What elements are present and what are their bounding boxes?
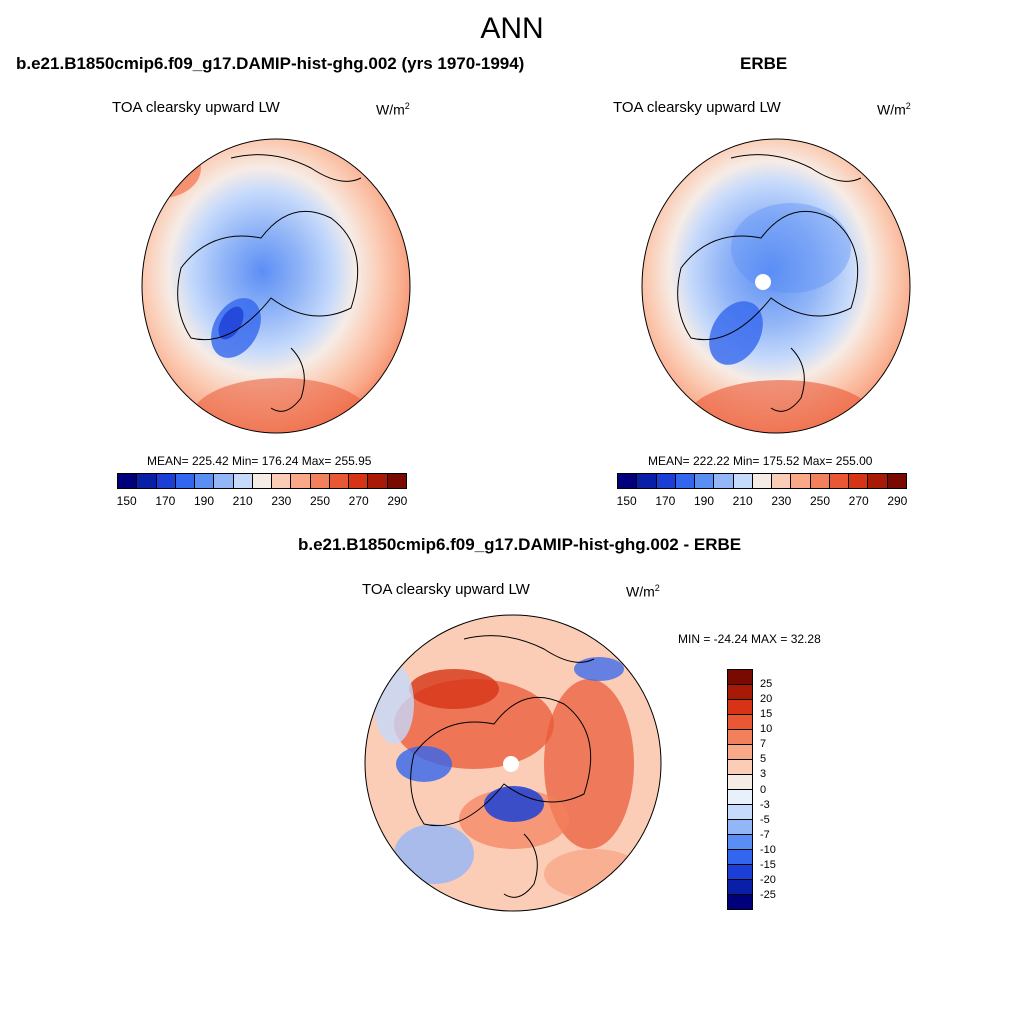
colorbar-tick-label: 0: [760, 783, 767, 796]
colorbar-cell: [728, 820, 752, 835]
colorbar-cell: [714, 474, 734, 488]
colorbar-cell: [291, 474, 311, 488]
colorbar-cell: [728, 760, 752, 775]
colorbar-tick-label: 10: [760, 723, 773, 736]
colorbar-tick-label: 190: [693, 494, 715, 508]
colorbar-tick-label: 150: [616, 494, 637, 508]
colorbar-tick-label: -20: [760, 873, 776, 886]
panel2-title: ERBE: [740, 54, 788, 73]
panel1-polar-map: [141, 138, 411, 434]
colorbar-tick-label: 190: [193, 494, 215, 508]
colorbar-tick-label: 290: [387, 494, 408, 508]
colorbar-tick-label: -25: [760, 888, 776, 901]
colorbar-cell: [733, 474, 753, 488]
colorbar-cell: [728, 895, 752, 909]
colorbar-cell: [118, 474, 138, 488]
colorbar-cell: [272, 474, 292, 488]
colorbar-cell: [887, 474, 906, 488]
colorbar-cell: [675, 474, 696, 488]
colorbar-tick-label: 250: [809, 494, 831, 508]
colorbar-tick-label: 25: [760, 678, 773, 691]
colorbar-tick-label: 210: [732, 494, 753, 508]
colorbar-tick-label: -7: [760, 828, 770, 841]
colorbar-tick-label: 3: [760, 768, 767, 781]
panel2-units: W/m2: [877, 101, 911, 118]
colorbar-tick-label: 270: [348, 494, 369, 508]
panel2-colorbar-ticks: 150 170 190 210 230 250 270 290: [616, 494, 908, 510]
colorbar-cell: [637, 474, 657, 488]
panel2-variable-label: TOA clearsky upward LW: [613, 99, 781, 116]
colorbar-cell: [175, 474, 196, 488]
colorbar-tick-label: 15: [760, 708, 773, 721]
colorbar-cell: [137, 474, 157, 488]
colorbar-cell: [728, 805, 752, 820]
colorbar-cell: [728, 850, 752, 865]
colorbar-tick-label: -10: [760, 843, 776, 856]
panel2-polar-map: [641, 138, 911, 434]
colorbar-cell: [728, 790, 752, 805]
colorbar-cell: [252, 474, 273, 488]
colorbar-tick-label: 230: [271, 494, 292, 508]
colorbar-cell: [728, 880, 752, 895]
colorbar-cell: [728, 670, 752, 685]
colorbar-cell: [752, 474, 773, 488]
colorbar-cell: [728, 715, 752, 730]
colorbar-cell: [849, 474, 869, 488]
colorbar-tick-label: -15: [760, 858, 776, 871]
colorbar-tick-label: 290: [887, 494, 908, 508]
colorbar-tick-label: 20: [760, 693, 773, 706]
colorbar-tick-label: 170: [155, 494, 176, 508]
colorbar-tick-label: 5: [760, 753, 767, 766]
colorbar-cell: [214, 474, 234, 488]
colorbar-cell: [728, 865, 752, 880]
colorbar-tick-label: 210: [232, 494, 253, 508]
panel3-units: W/m2: [626, 583, 660, 600]
colorbar-cell: [349, 474, 369, 488]
figure-title: ANN: [480, 12, 544, 45]
colorbar-cell: [310, 474, 330, 488]
colorbar-cell: [810, 474, 830, 488]
panel1-stats: MEAN= 225.42 Min= 176.24 Max= 255.95: [147, 454, 372, 468]
colorbar-cell: [829, 474, 850, 488]
colorbar-cell: [791, 474, 811, 488]
colorbar-cell: [233, 474, 253, 488]
colorbar-cell: [195, 474, 215, 488]
colorbar-cell: [728, 835, 752, 850]
colorbar-tick-label: 250: [309, 494, 331, 508]
panel1-variable-label: TOA clearsky upward LW: [112, 99, 280, 116]
panel1-colorbar: [117, 473, 407, 489]
colorbar-tick-label: 150: [116, 494, 137, 508]
colorbar-cell: [728, 730, 752, 745]
panel3-colorbar-ticks: 25 20 15 10 7 5 3 0 -3 -5 -7 -10 -15 -20 -25: [760, 669, 800, 910]
colorbar-cell: [728, 685, 752, 700]
colorbar-cell: [695, 474, 715, 488]
colorbar-cell: [368, 474, 388, 488]
colorbar-cell: [728, 745, 752, 760]
panel1-units: W/m2: [376, 101, 410, 118]
colorbar-cell: [772, 474, 792, 488]
colorbar-cell: [387, 474, 406, 488]
colorbar-tick-label: 270: [848, 494, 869, 508]
panel1-colorbar-ticks: 150 170 190 210 230 250 270 290: [116, 494, 408, 510]
panel2-stats: MEAN= 222.22 Min= 175.52 Max= 255.00: [648, 454, 873, 468]
panel3-title: b.e21.B1850cmip6.f09_g17.DAMIP-hist-ghg.…: [298, 535, 742, 554]
colorbar-cell: [868, 474, 888, 488]
colorbar-cell: [656, 474, 676, 488]
panel3-colorbar: [727, 669, 753, 910]
colorbar-cell: [156, 474, 176, 488]
colorbar-tick-label: 170: [655, 494, 676, 508]
panel2-colorbar: [617, 473, 907, 489]
colorbar-tick-label: 230: [771, 494, 792, 508]
panel1-title: b.e21.B1850cmip6.f09_g17.DAMIP-hist-ghg.…: [16, 54, 525, 73]
colorbar-tick-label: -3: [760, 798, 770, 811]
colorbar-cell: [728, 700, 752, 715]
colorbar-tick-label: 7: [760, 738, 767, 751]
panel3-variable-label: TOA clearsky upward LW: [362, 581, 530, 598]
colorbar-tick-label: -5: [760, 813, 770, 826]
panel3-minmax: MIN = -24.24 MAX = 32.28: [678, 632, 821, 646]
colorbar-cell: [618, 474, 638, 488]
panel3-polar-map: [364, 614, 662, 912]
colorbar-cell: [728, 775, 752, 790]
colorbar-cell: [329, 474, 350, 488]
